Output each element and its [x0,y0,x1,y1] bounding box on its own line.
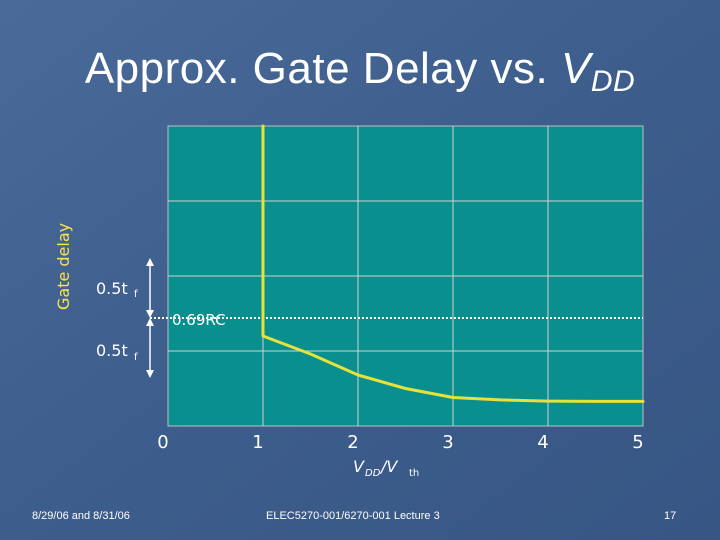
x-label-v: V [353,457,365,476]
upper-arrowhead-bottom [146,310,154,318]
footer-date: 8/29/06 and 8/31/06 [32,510,130,522]
x-tick-label: 3 [442,432,453,453]
upper-f-subscript: f [134,289,138,300]
x-tick-label: 0 [157,432,168,453]
x-tick-label: 4 [537,432,548,453]
title-main: Approx. Gate Delay vs. [84,44,561,93]
x-tick-label: 5 [632,432,643,453]
x-tick-label: 2 [347,432,358,453]
rc-label: 0.69RC [172,311,226,329]
upper-arrowhead-top [146,258,154,266]
x-axis-label: V DD /V th [353,457,419,479]
upper-0.5tf-annotation: 0.5t f [96,258,154,318]
footer-course: ELEC5270-001/6270-001 Lecture 3 [266,510,440,522]
lower-0.5tf-annotation: 0.5t f [96,318,154,378]
x-label-th: th [409,468,419,479]
footer-page-number: 17 [664,510,677,522]
lower-arrowhead-top [146,318,154,326]
title-sub: DD [590,65,636,98]
lower-0.5t-label: 0.5t [96,341,128,360]
delay-curve [261,124,645,403]
x-label-dd: DD [365,468,381,479]
x-label-slash-v: /V [379,457,398,476]
x-tick-label: 1 [252,432,263,453]
lower-arrowhead-bottom [146,370,154,378]
title-v: V [560,44,591,93]
slide-title: Approx. Gate Delay vs. VDD [0,44,720,98]
upper-0.5t-label: 0.5t [96,279,128,298]
x-tick-labels: 0 1 2 3 4 5 [157,432,643,453]
lower-f-subscript: f [134,352,138,363]
